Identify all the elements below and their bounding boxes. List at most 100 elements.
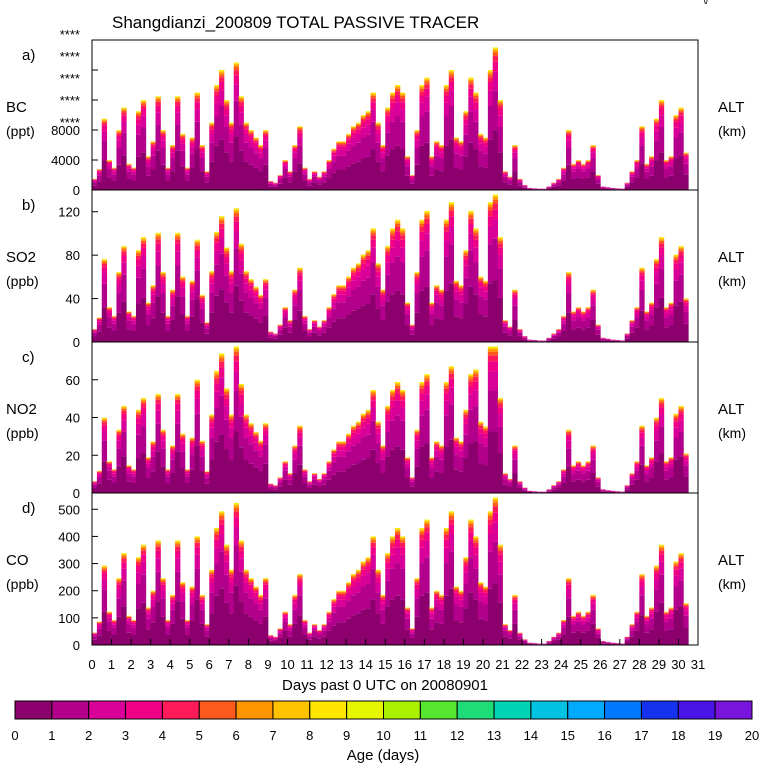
age-band-1 xyxy=(365,277,371,304)
age-band-0 xyxy=(487,431,494,493)
age-band-1 xyxy=(639,595,645,616)
y-tick-label: **** xyxy=(60,93,80,108)
stacked-bar xyxy=(644,311,650,342)
age-band-2 xyxy=(189,596,196,605)
age-band-7 xyxy=(390,229,396,231)
age-band-4 xyxy=(101,263,108,268)
age-band-2 xyxy=(414,440,420,449)
stacked-bar xyxy=(385,107,391,190)
age-band-2 xyxy=(287,174,293,177)
age-band-3 xyxy=(629,475,635,477)
age-band-6 xyxy=(458,142,464,143)
age-band-1 xyxy=(140,127,147,153)
age-band-2 xyxy=(184,624,191,628)
age-band-2 xyxy=(135,572,142,584)
age-band-2 xyxy=(111,320,117,324)
age-band-1 xyxy=(287,326,293,333)
y-tick-label: 60 xyxy=(66,373,80,388)
age-band-4 xyxy=(214,534,220,540)
age-band-4 xyxy=(214,91,220,96)
stacked-bar xyxy=(429,302,435,342)
age-band-4 xyxy=(658,105,665,109)
age-band-0 xyxy=(111,330,117,342)
age-band-1 xyxy=(189,153,196,168)
stacked-bar xyxy=(678,405,684,493)
stacked-bar xyxy=(351,573,357,645)
age-band-3 xyxy=(453,286,459,292)
age-band-6 xyxy=(238,245,244,248)
age-band-3 xyxy=(214,539,220,548)
age-band-2 xyxy=(297,586,303,596)
age-band-8 xyxy=(155,233,161,234)
age-band-1 xyxy=(551,184,557,187)
age-band-6 xyxy=(649,156,655,158)
age-band-8 xyxy=(223,545,230,546)
age-band-0 xyxy=(512,171,518,190)
age-band-4 xyxy=(404,609,411,612)
age-band-0 xyxy=(326,630,332,645)
age-band-0 xyxy=(341,318,347,342)
age-band-5 xyxy=(111,168,117,169)
age-band-5 xyxy=(639,270,645,273)
age-band-2 xyxy=(580,168,586,172)
age-band-0 xyxy=(155,601,161,645)
age-band-5 xyxy=(223,103,230,106)
age-band-3 xyxy=(424,385,430,395)
age-band-1 xyxy=(443,415,450,447)
age-band-1 xyxy=(595,179,601,184)
age-band-1 xyxy=(238,273,244,301)
age-band-1 xyxy=(351,290,357,311)
age-band-5 xyxy=(585,462,591,464)
age-band-5 xyxy=(302,316,308,318)
age-band-2 xyxy=(360,269,367,281)
age-band-3 xyxy=(395,393,401,401)
age-band-0 xyxy=(649,478,655,493)
age-band-6 xyxy=(673,116,679,118)
stacked-bar xyxy=(194,239,200,342)
age-band-4 xyxy=(443,534,450,540)
age-band-4 xyxy=(101,570,108,574)
age-band-0 xyxy=(131,634,137,645)
stacked-bar xyxy=(629,171,635,191)
age-band-1 xyxy=(663,317,670,328)
age-band-4 xyxy=(355,425,362,429)
age-band-6 xyxy=(248,131,254,133)
stacked-bar xyxy=(512,145,518,190)
age-band-5 xyxy=(497,401,503,404)
age-band-5 xyxy=(302,620,308,622)
stacked-bar xyxy=(316,176,323,190)
age-band-5 xyxy=(336,592,342,594)
age-band-1 xyxy=(409,481,415,487)
age-band-5 xyxy=(654,261,660,264)
age-band-3 xyxy=(175,105,181,113)
stacked-bar xyxy=(605,490,611,493)
age-band-3 xyxy=(478,588,484,593)
age-band-3 xyxy=(385,414,391,421)
age-band-8 xyxy=(487,202,494,204)
age-band-2 xyxy=(233,527,240,546)
age-band-3 xyxy=(253,438,259,443)
age-band-1 xyxy=(561,476,567,484)
age-band-0 xyxy=(219,434,225,493)
age-band-2 xyxy=(219,237,225,254)
stacked-bar xyxy=(580,465,586,493)
age-band-4 xyxy=(561,470,567,472)
age-band-6 xyxy=(453,138,459,140)
age-band-8 xyxy=(238,96,244,98)
age-band-6 xyxy=(351,127,357,129)
age-band-4 xyxy=(497,105,503,109)
age-band-3 xyxy=(126,166,132,169)
age-band-1 xyxy=(292,305,298,320)
age-band-2 xyxy=(111,624,117,628)
age-band-1 xyxy=(375,592,381,614)
age-band-2 xyxy=(482,437,489,447)
age-band-5 xyxy=(370,393,376,397)
stacked-bar xyxy=(321,171,327,191)
age-band-7 xyxy=(463,410,469,412)
age-band-7 xyxy=(355,123,362,124)
age-band-5 xyxy=(341,287,347,289)
age-band-2 xyxy=(258,302,264,309)
age-band-1 xyxy=(272,184,279,187)
age-band-4 xyxy=(126,466,132,469)
